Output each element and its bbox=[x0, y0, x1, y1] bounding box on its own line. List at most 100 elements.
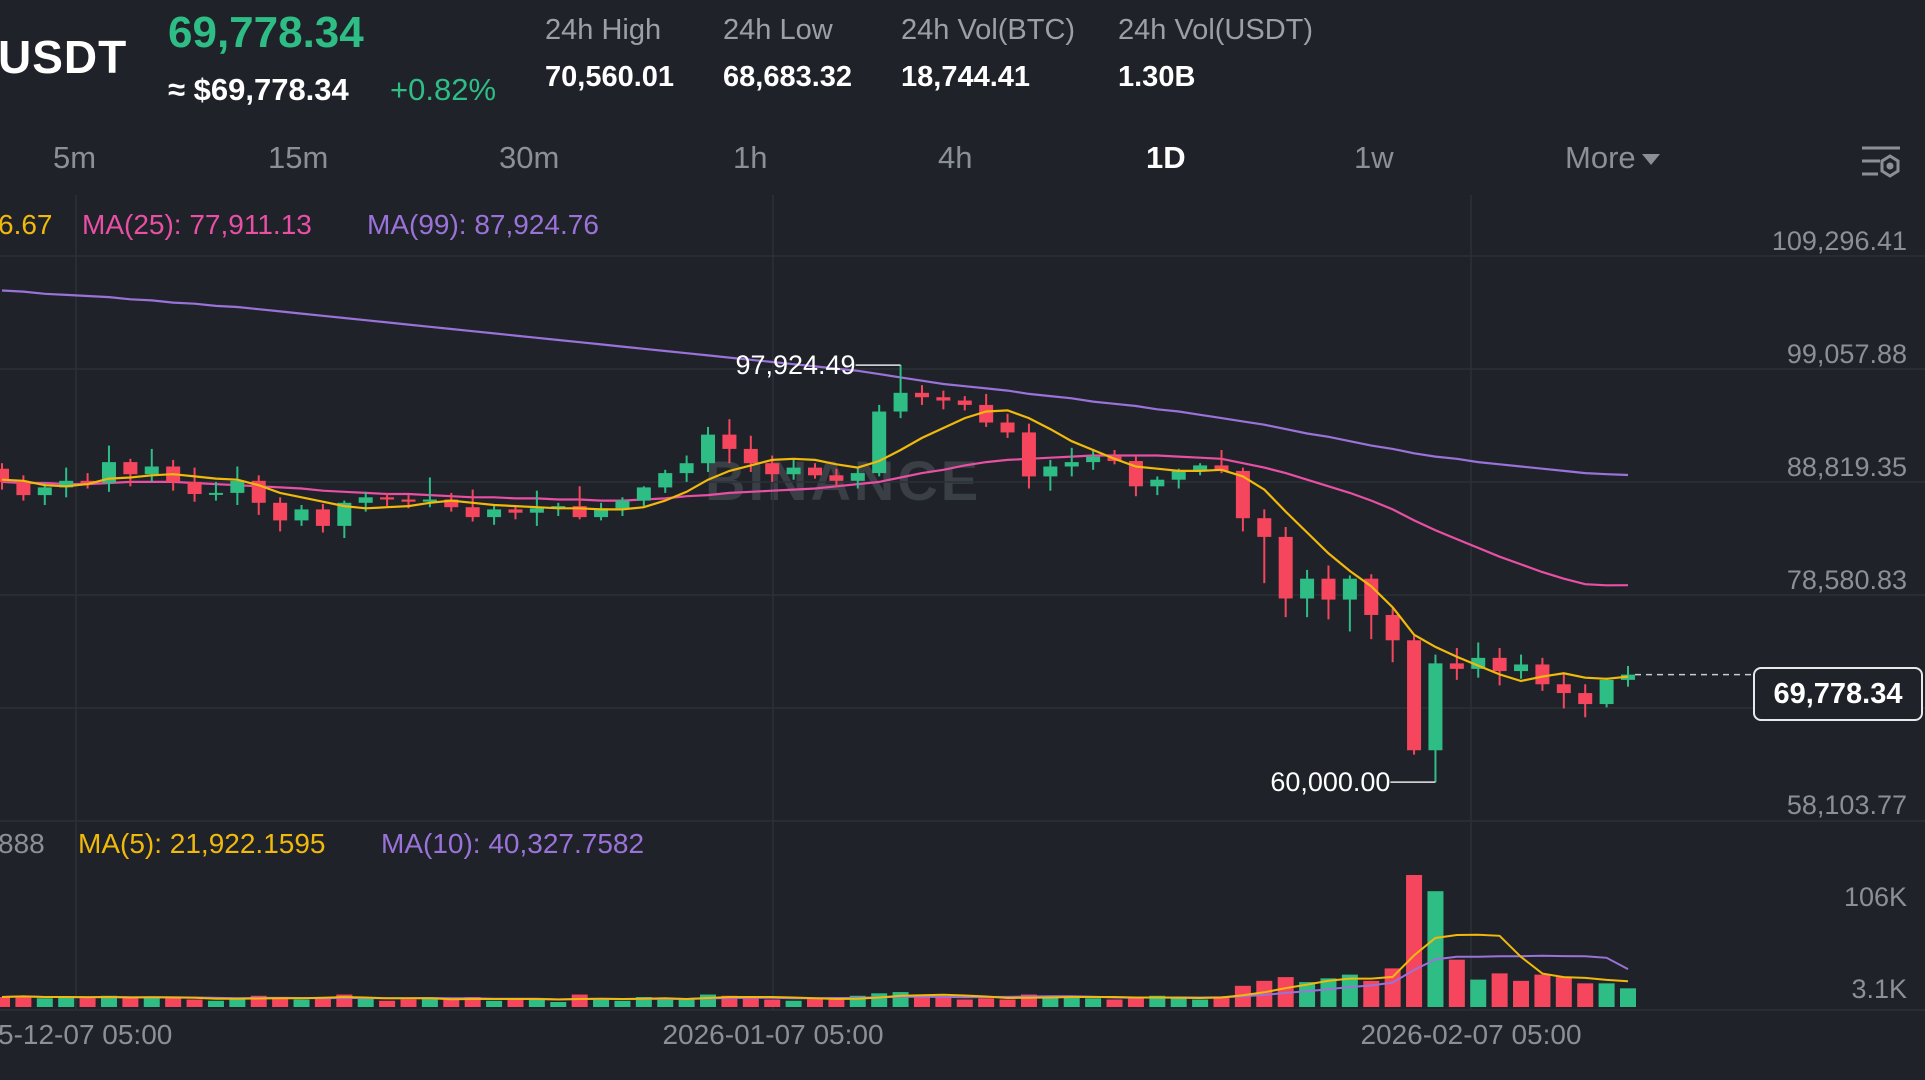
tab-5m[interactable]: 5m bbox=[53, 140, 97, 175]
candle bbox=[230, 466, 245, 506]
ma7-series bbox=[1, 409, 1629, 683]
high-price-annotation: 97,924.49 bbox=[735, 350, 855, 380]
candle bbox=[615, 497, 630, 517]
tab-30m[interactable]: 30m bbox=[499, 140, 560, 175]
stat-label: 24h Vol(BTC) bbox=[901, 14, 1076, 46]
price-axis-label: 99,057.88 bbox=[1787, 339, 1907, 369]
volume-bar bbox=[165, 998, 182, 1007]
candle bbox=[1235, 467, 1250, 532]
stat-24h-vol-usdt: 24h Vol(USDT) 1.30B bbox=[1118, 14, 1313, 94]
price-axis-label: 58,103.77 bbox=[1787, 790, 1907, 820]
price-axis-label: 88,819.35 bbox=[1787, 452, 1907, 482]
candle bbox=[1514, 654, 1529, 679]
candle bbox=[0, 463, 9, 490]
candle bbox=[551, 502, 566, 517]
candle bbox=[1021, 423, 1036, 489]
volume-bar bbox=[528, 998, 545, 1007]
tab-1h[interactable]: 1h bbox=[733, 140, 768, 175]
volume-bar bbox=[935, 997, 952, 1007]
chart-settings-icon[interactable] bbox=[1860, 142, 1902, 184]
stat-label: 24h Vol(USDT) bbox=[1118, 14, 1314, 46]
volume-bar bbox=[36, 998, 53, 1007]
tab-1d[interactable]: 1D bbox=[1146, 140, 1186, 175]
volume-bar bbox=[1363, 980, 1380, 1007]
candle bbox=[1321, 565, 1336, 620]
last-price: 69,778.34 bbox=[168, 8, 364, 57]
candle bbox=[208, 481, 223, 501]
candle bbox=[144, 448, 159, 482]
candle bbox=[1171, 468, 1186, 489]
volume-bar bbox=[207, 1000, 224, 1007]
candle bbox=[1492, 647, 1507, 686]
candle bbox=[893, 365, 908, 419]
candle bbox=[1000, 413, 1015, 438]
volume-bar bbox=[571, 994, 588, 1007]
volume-bar bbox=[314, 998, 331, 1007]
tab-15m[interactable]: 15m bbox=[268, 140, 329, 175]
volume-bar bbox=[1448, 959, 1465, 1007]
price-change-percent: +0.82% bbox=[390, 72, 497, 107]
tab-4h[interactable]: 4h bbox=[938, 140, 973, 175]
volume-bar bbox=[1213, 997, 1230, 1007]
tab-1w[interactable]: 1w bbox=[1354, 140, 1394, 175]
candle bbox=[786, 458, 801, 480]
volume-bar bbox=[100, 995, 117, 1007]
candle bbox=[829, 468, 844, 488]
candle bbox=[1150, 476, 1165, 496]
volume-bar bbox=[635, 997, 652, 1007]
volume-bar bbox=[1127, 997, 1144, 1007]
volume-bar bbox=[1555, 977, 1572, 1007]
candle bbox=[1599, 677, 1614, 708]
candles bbox=[0, 365, 1635, 783]
volume-bar bbox=[678, 998, 695, 1007]
candle bbox=[1428, 654, 1443, 783]
volume-bar bbox=[1085, 998, 1102, 1007]
volume-bar bbox=[15, 995, 32, 1007]
candle bbox=[508, 506, 523, 520]
approx-fiat-value: ≈ $69,778.34 bbox=[168, 72, 349, 107]
candle bbox=[914, 385, 929, 405]
candle bbox=[1578, 684, 1593, 718]
volume-bar bbox=[486, 1000, 503, 1007]
candle bbox=[936, 390, 951, 410]
volume-bar bbox=[849, 995, 866, 1007]
volume-bar bbox=[956, 999, 973, 1007]
ma25-series bbox=[1, 454, 1629, 587]
volume-bars bbox=[0, 875, 1636, 1007]
time-axis-label: 2026-01-07 05:00 bbox=[662, 1019, 883, 1050]
volume-bar bbox=[250, 995, 267, 1007]
candle bbox=[251, 475, 266, 515]
candle bbox=[123, 458, 138, 487]
volume-bar bbox=[1384, 968, 1401, 1007]
candle bbox=[701, 426, 716, 473]
candle bbox=[1407, 635, 1422, 755]
candle bbox=[1064, 447, 1079, 477]
volume-bar bbox=[1192, 999, 1209, 1007]
stat-label: 24h High bbox=[545, 14, 662, 46]
ticker-header: USDT 69,778.34 ≈ $69,778.34 +0.82% 24h H… bbox=[0, 0, 1925, 120]
candle bbox=[679, 455, 694, 482]
volume-bar bbox=[1470, 979, 1487, 1007]
candle bbox=[444, 492, 459, 512]
current-price-tag: 69,778.34 bbox=[1753, 667, 1923, 721]
volume-bar bbox=[550, 1002, 567, 1007]
caret-down-icon bbox=[1641, 154, 1660, 166]
volume-bar bbox=[293, 999, 310, 1007]
tab-more[interactable]: More bbox=[1565, 140, 1660, 176]
trading-pair-label[interactable]: USDT bbox=[0, 31, 128, 83]
volume-bar bbox=[1106, 999, 1123, 1007]
volume-bar bbox=[1170, 998, 1187, 1007]
candle bbox=[1043, 459, 1058, 491]
volume-ma10-legend: MA(10): 40,327.7582 bbox=[381, 828, 645, 859]
volume-bar bbox=[464, 997, 481, 1007]
volume-bar bbox=[999, 999, 1016, 1007]
volume-bar bbox=[764, 999, 781, 1007]
price-axis-label: 78,580.83 bbox=[1787, 565, 1907, 595]
volume-bar bbox=[1299, 982, 1316, 1007]
stat-24h-low: 24h Low 68,683.32 bbox=[723, 14, 852, 94]
volume-axis-label: 3.1K bbox=[1851, 974, 1907, 1004]
volume-bar bbox=[0, 997, 10, 1007]
candle bbox=[572, 486, 587, 520]
stat-value: 68,683.32 bbox=[723, 61, 853, 93]
